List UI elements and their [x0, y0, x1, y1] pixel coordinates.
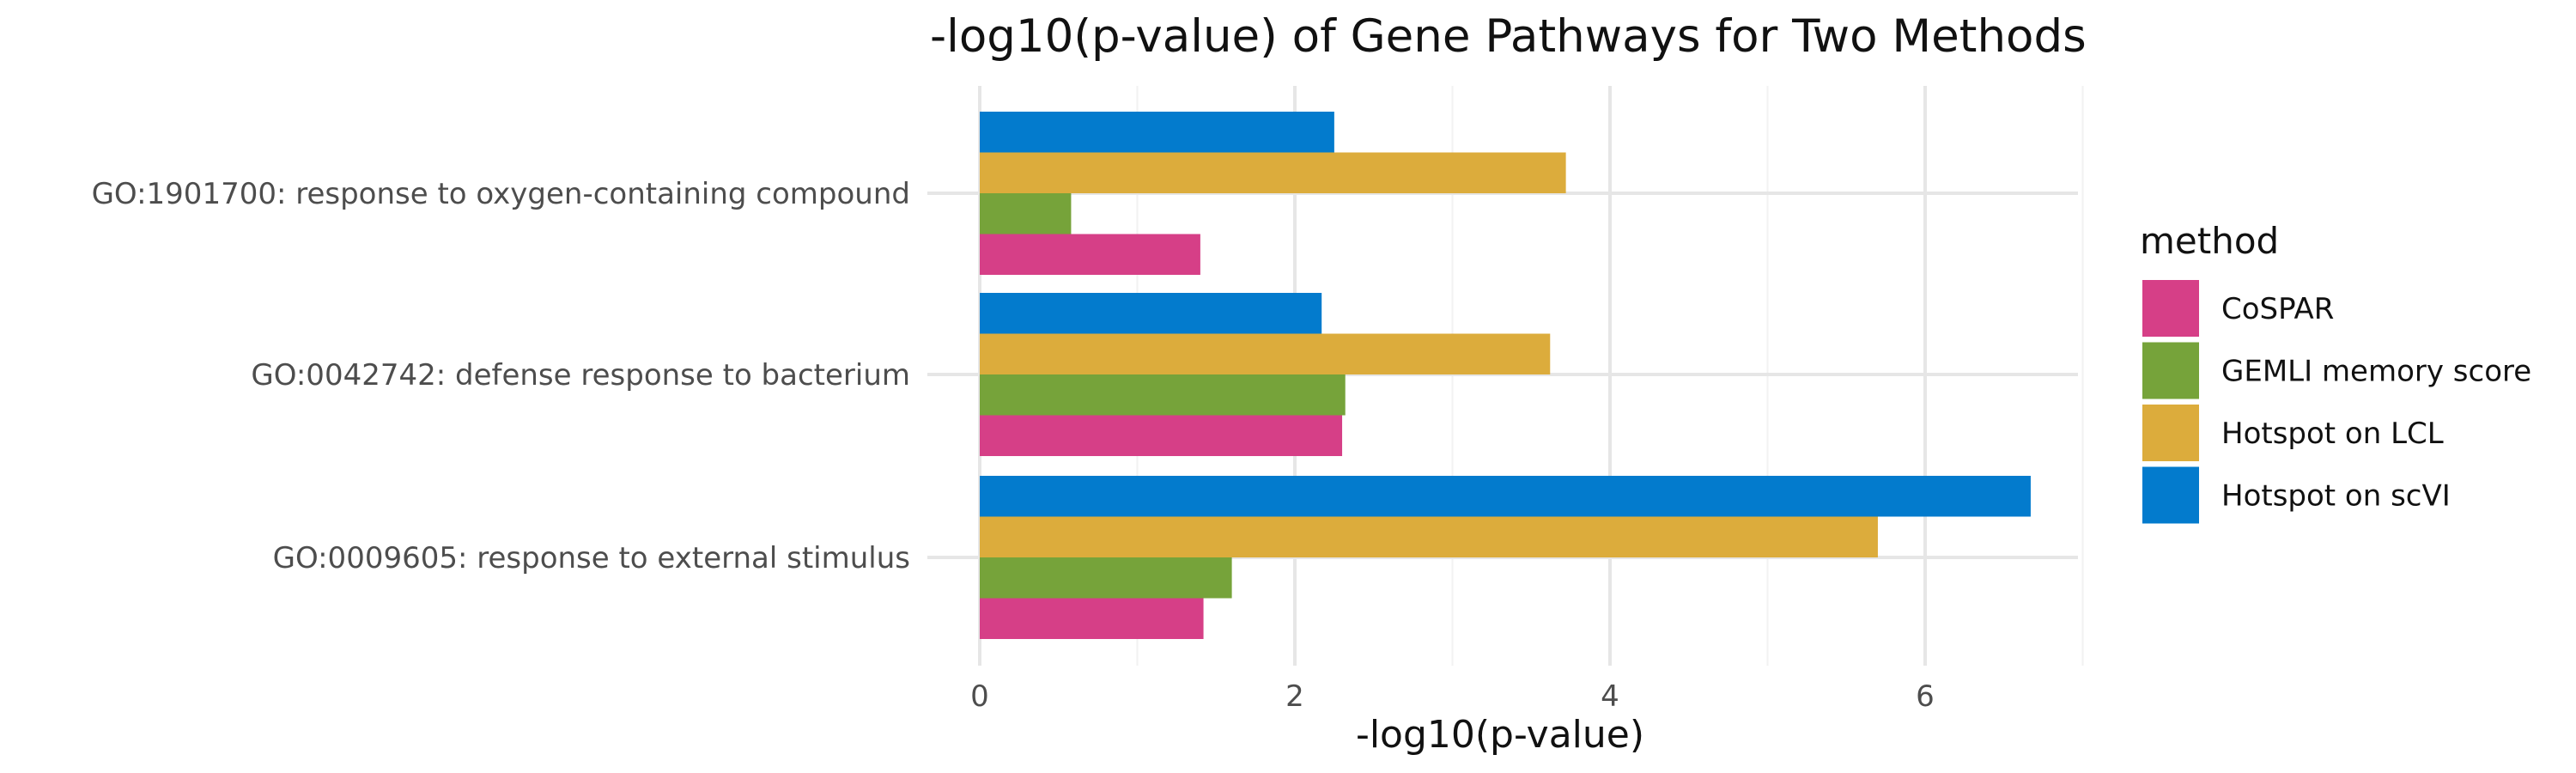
y-tick-label: GO:1901700: response to oxygen-containin… — [92, 177, 910, 211]
legend-key-cospar — [2142, 280, 2199, 337]
legend-title: method — [2140, 220, 2279, 262]
bar-hotspot-on-lcl — [980, 333, 1551, 374]
legend-key-hotspot-on-lcl — [2142, 405, 2199, 461]
bar-cospar — [980, 234, 1200, 275]
bar-gemli-memory-score — [980, 374, 1346, 416]
bar-hotspot-on-lcl — [980, 152, 1566, 193]
bars — [980, 112, 2031, 639]
y-tick-label: GO:0009605: response to external stimulu… — [273, 541, 910, 575]
bar-gemli-memory-score — [980, 557, 1232, 599]
bar-cospar — [980, 598, 1204, 639]
x-tick-label: 6 — [1916, 679, 1935, 714]
legend-key-gemli-memory-score — [2142, 342, 2199, 399]
bar-hotspot-on-scvi — [980, 293, 1322, 334]
legend-label-gemli-memory-score: GEMLI memory score — [2221, 355, 2531, 389]
legend-label-hotspot-on-lcl: Hotspot on LCL — [2221, 417, 2444, 451]
bar-gemli-memory-score — [980, 193, 1072, 234]
legend-label-cospar: CoSPAR — [2221, 292, 2334, 326]
bar-hotspot-on-scvi — [980, 112, 1334, 153]
legend-label-hotspot-on-scvi: Hotspot on scVI — [2221, 479, 2451, 514]
x-axis-title: -log10(p-value) — [1356, 713, 1644, 757]
y-axis-tick-labels: GO:1901700: response to oxygen-containin… — [92, 177, 910, 575]
bar-hotspot-on-lcl — [980, 516, 1878, 557]
chart-title: -log10(p-value) of Gene Pathways for Two… — [930, 10, 2087, 63]
legend-key-hotspot-on-scvi — [2142, 466, 2199, 524]
x-tick-label: 0 — [970, 679, 989, 714]
x-tick-label: 4 — [1601, 679, 1619, 714]
bar-cospar — [980, 415, 1343, 456]
x-tick-label: 2 — [1285, 679, 1304, 714]
legend: method CoSPAR GEMLI memory score Hotspot o… — [2140, 220, 2531, 524]
legend-items: CoSPAR GEMLI memory score Hotspot on LCL Ho… — [2142, 280, 2531, 524]
x-axis-tick-labels: 0 2 4 6 — [970, 679, 1935, 714]
bar-hotspot-on-scvi — [980, 476, 2031, 517]
y-tick-label: GO:0042742: defense response to bacteriu… — [251, 358, 910, 393]
